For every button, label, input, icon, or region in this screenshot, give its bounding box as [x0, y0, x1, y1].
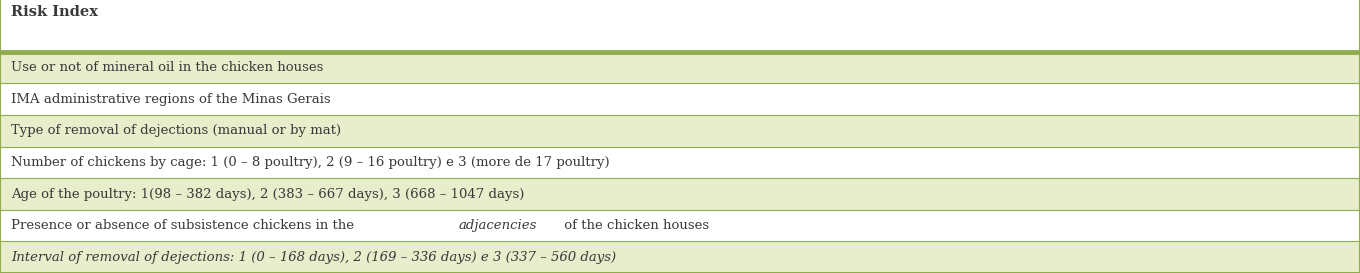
- Text: Risk Index: Risk Index: [11, 5, 98, 19]
- FancyBboxPatch shape: [0, 84, 1360, 115]
- FancyBboxPatch shape: [0, 178, 1360, 210]
- FancyBboxPatch shape: [0, 241, 1360, 273]
- Text: of the chicken houses: of the chicken houses: [560, 219, 709, 232]
- Text: Presence or absence of subsistence chickens in the: Presence or absence of subsistence chick…: [11, 219, 358, 232]
- FancyBboxPatch shape: [0, 115, 1360, 147]
- FancyBboxPatch shape: [0, 147, 1360, 178]
- Text: Age of the poultry: 1(98 – 382 days), 2 (383 – 667 days), 3 (668 – 1047 days): Age of the poultry: 1(98 – 382 days), 2 …: [11, 188, 524, 201]
- Text: Type of removal of dejections (manual or by mat): Type of removal of dejections (manual or…: [11, 124, 341, 137]
- Text: IMA administrative regions of the Minas Gerais: IMA administrative regions of the Minas …: [11, 93, 330, 106]
- Text: Use or not of mineral oil in the chicken houses: Use or not of mineral oil in the chicken…: [11, 61, 324, 74]
- FancyBboxPatch shape: [0, 52, 1360, 84]
- Text: adjacencies: adjacencies: [458, 219, 537, 232]
- FancyBboxPatch shape: [0, 210, 1360, 241]
- Text: Number of chickens by cage: 1 (0 – 8 poultry), 2 (9 – 16 poultry) e 3 (more de 1: Number of chickens by cage: 1 (0 – 8 pou…: [11, 156, 609, 169]
- Text: Interval of removal of dejections: 1 (0 – 168 days), 2 (169 – 336 days) e 3 (337: Interval of removal of dejections: 1 (0 …: [11, 251, 616, 264]
